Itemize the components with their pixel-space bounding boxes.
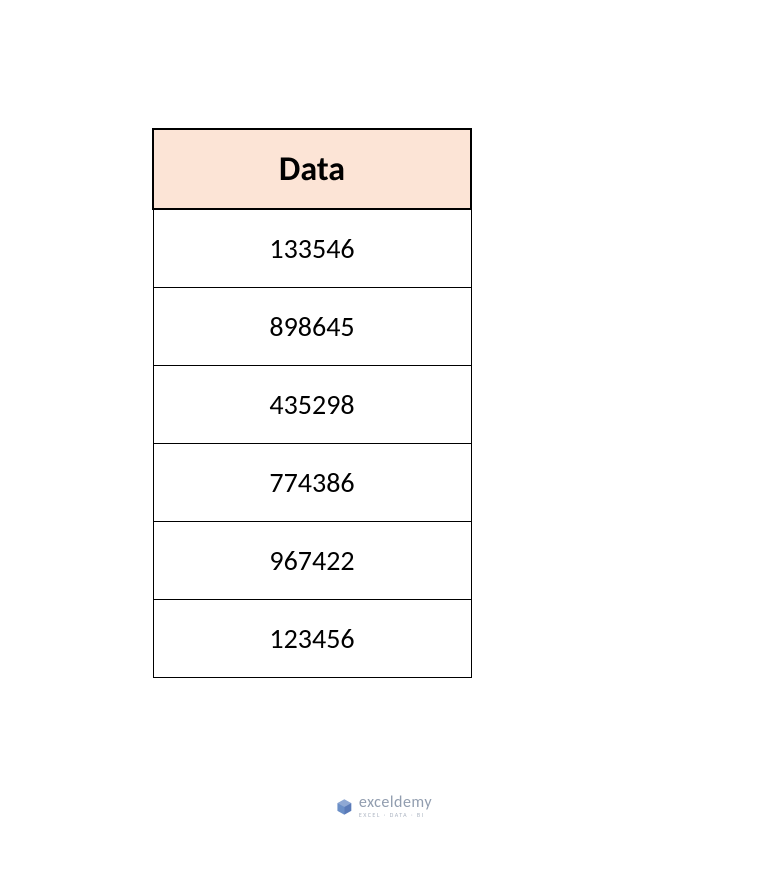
table-cell: 123456: [153, 599, 471, 677]
table-row: 435298: [153, 365, 471, 443]
watermark-tagline: EXCEL · DATA · BI: [359, 812, 432, 818]
table-row: 967422: [153, 521, 471, 599]
table-cell: 133546: [153, 209, 471, 287]
table-row: 774386: [153, 443, 471, 521]
data-table: Data 133546 898645 435298 774386 967422 …: [152, 128, 472, 678]
table-cell: 898645: [153, 287, 471, 365]
watermark-text-container: exceldemy EXCEL · DATA · BI: [359, 795, 432, 818]
table-header-row: Data: [153, 129, 471, 209]
cube-icon: [335, 798, 353, 816]
table-cell: 435298: [153, 365, 471, 443]
table-row: 123456: [153, 599, 471, 677]
table-row: 133546: [153, 209, 471, 287]
watermark-brand: exceldemy: [359, 795, 432, 811]
table-header-cell: Data: [153, 129, 471, 209]
table-cell: 967422: [153, 521, 471, 599]
table-cell: 774386: [153, 443, 471, 521]
watermark: exceldemy EXCEL · DATA · BI: [335, 795, 432, 818]
table-row: 898645: [153, 287, 471, 365]
data-table-container: Data 133546 898645 435298 774386 967422 …: [152, 128, 472, 678]
